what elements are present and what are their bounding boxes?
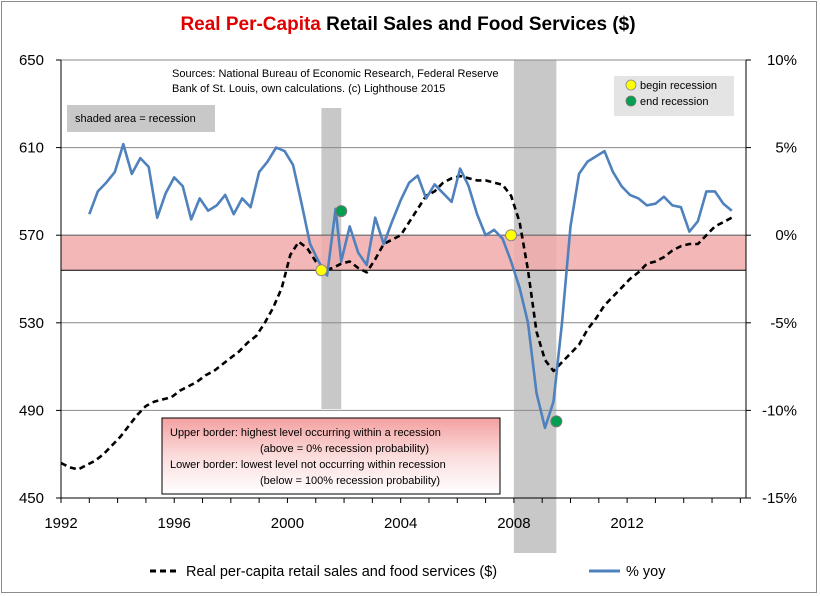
- series-lines: [60, 142, 733, 471]
- right-tick-label: 0%: [775, 227, 797, 244]
- yoy-line: [88, 142, 733, 430]
- right-tick-label: -10%: [762, 402, 797, 419]
- sales-line: [60, 174, 733, 471]
- title-highlight: Real Per-Capita: [180, 14, 321, 35]
- left-tick-label: 450: [19, 490, 44, 507]
- left-tick-label: 610: [19, 140, 44, 157]
- right-tick-label: -5%: [770, 315, 797, 332]
- border-note-line3: Lower border: lowest level not occurring…: [170, 459, 446, 471]
- axes: 650 610 570 530 490 450 10% 5% 0% -5% -10% -15% 1992…: [19, 52, 797, 532]
- begin-marker-legend-icon: [625, 79, 637, 91]
- sales-legend-label: Real per-capita retail sales and food se…: [186, 564, 497, 580]
- marker-legend: begin recession end recession: [614, 76, 734, 116]
- recession-markers: [315, 205, 563, 428]
- left-tick-label: 570: [19, 227, 44, 244]
- source-note-line2: Bank of St. Louis, own calculations. (c)…: [172, 83, 445, 95]
- x-tick-label: 2004: [384, 515, 417, 532]
- right-tick-label: 10%: [767, 52, 797, 69]
- source-note-line1: Sources: National Bureau of Economic Res…: [172, 68, 499, 80]
- shaded-area-note-text: shaded area = recession: [75, 113, 196, 125]
- begin-marker-legend-label: begin recession: [640, 80, 717, 92]
- begin-recession-marker: [315, 264, 328, 277]
- left-tick-label: 490: [19, 402, 44, 419]
- end-marker-legend-label: end recession: [640, 96, 709, 108]
- recession-shades: [321, 60, 557, 553]
- x-tick-label: 1992: [44, 515, 77, 532]
- series-legend: Real per-capita retail sales and food se…: [150, 564, 666, 580]
- border-note-line4: (below = 100% recession probability): [260, 475, 440, 487]
- x-tick-label: 2000: [271, 515, 304, 532]
- right-tick-label: -15%: [762, 490, 797, 507]
- x-tick-label: 1996: [158, 515, 191, 532]
- shaded-area-note-bg: [67, 105, 215, 132]
- yoy-legend-label: % yoy: [626, 564, 666, 580]
- border-explanation-bg: [161, 417, 501, 495]
- recession-shade: [513, 60, 557, 553]
- border-note-line2: (above = 0% recession probability): [260, 443, 429, 455]
- border-note-line1: Upper border: highest level occurring wi…: [170, 427, 441, 439]
- left-tick-label: 650: [19, 52, 44, 69]
- end-marker-legend-icon: [625, 95, 637, 107]
- x-tick-label: 2008: [497, 515, 530, 532]
- band-fill: [61, 235, 746, 271]
- begin-recession-marker: [505, 229, 518, 242]
- x-tick-label: 2012: [610, 515, 643, 532]
- shaded-area-note: shaded area = recession: [67, 105, 215, 132]
- chart-title: Real Per-Capita Retail Sales and Food Se…: [0, 14, 816, 36]
- right-tick-label: 5%: [775, 140, 797, 157]
- left-tick-label: 530: [19, 315, 44, 332]
- end-recession-marker: [335, 205, 348, 218]
- title-rest: Retail Sales and Food Services ($): [320, 14, 636, 35]
- border-explanation-box: Upper border: highest level occurring wi…: [161, 417, 501, 495]
- probability-band: [61, 234, 746, 271]
- end-recession-marker: [550, 415, 563, 428]
